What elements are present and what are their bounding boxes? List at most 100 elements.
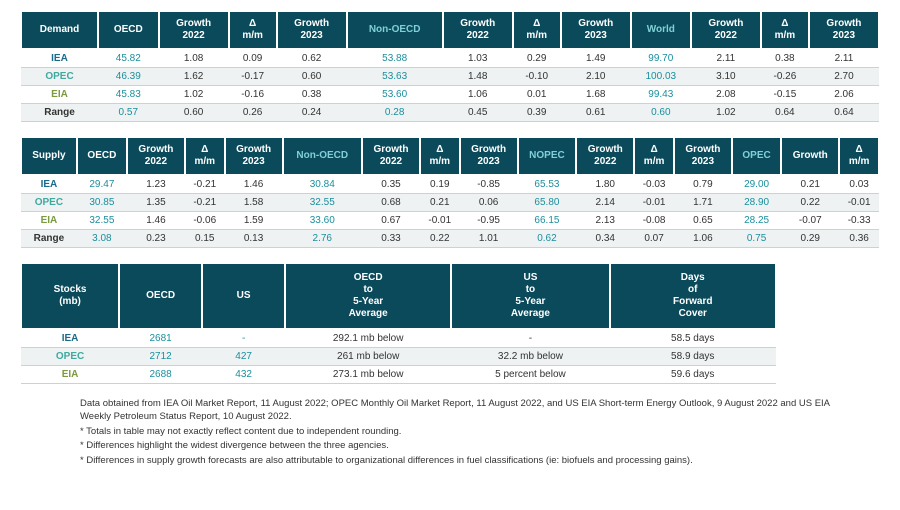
data-cell: 1.68 (561, 86, 631, 104)
data-cell: -0.10 (513, 68, 561, 86)
column-header: Δm/m (229, 11, 277, 49)
data-cell: 1.02 (691, 104, 761, 122)
data-cell: 100.03 (631, 68, 691, 86)
data-cell: 53.88 (347, 49, 443, 68)
column-header: Δm/m (761, 11, 809, 49)
data-cell: 0.65 (674, 212, 732, 230)
table-row: EIA32.551.46-0.061.5933.600.67-0.01-0.95… (21, 212, 879, 230)
data-cell: 1.49 (561, 49, 631, 68)
data-cell: -0.06 (185, 212, 225, 230)
column-header: OECDto5-YearAverage (285, 263, 451, 329)
data-cell: 0.07 (634, 230, 674, 248)
data-cell: 30.85 (77, 194, 127, 212)
data-cell: 0.15 (185, 230, 225, 248)
data-cell: 0.19 (420, 175, 460, 194)
data-cell: 28.25 (732, 212, 781, 230)
row-label: EIA (21, 86, 98, 104)
data-cell: 0.22 (781, 194, 839, 212)
data-cell: 0.29 (781, 230, 839, 248)
data-cell: 0.62 (277, 49, 347, 68)
table-row: EIA45.831.02-0.160.3853.601.060.011.6899… (21, 86, 879, 104)
row-label: EIA (21, 212, 77, 230)
data-cell: 0.09 (229, 49, 277, 68)
table-row: OPEC2712427261 mb below32.2 mb below58.9… (21, 348, 776, 366)
data-cell: -0.33 (839, 212, 879, 230)
row-label: OPEC (21, 348, 119, 366)
footnote-3: * Differences in supply growth forecasts… (80, 455, 860, 468)
table-row: IEA45.821.080.090.6253.881.030.291.4999.… (21, 49, 879, 68)
data-cell: 2681 (119, 329, 202, 348)
footnote-1: * Totals in table may not exactly reflec… (80, 426, 860, 439)
data-cell: 2.76 (283, 230, 362, 248)
data-cell: 2.11 (691, 49, 761, 68)
data-cell: 65.80 (518, 194, 577, 212)
column-header: Supply (21, 137, 77, 175)
table-row: OPEC30.851.35-0.211.5832.550.680.210.066… (21, 194, 879, 212)
data-cell: 53.60 (347, 86, 443, 104)
data-cell: 59.6 days (610, 366, 776, 384)
footnote-2: * Differences highlight the widest diver… (80, 440, 860, 453)
data-cell: 0.35 (362, 175, 420, 194)
data-cell: 292.1 mb below (285, 329, 451, 348)
data-cell: 0.64 (761, 104, 809, 122)
row-label: Range (21, 104, 98, 122)
column-header: Growth2022 (691, 11, 761, 49)
column-header: Δm/m (420, 137, 460, 175)
column-header: US (202, 263, 285, 329)
data-cell: 53.63 (347, 68, 443, 86)
data-cell: -0.21 (185, 175, 225, 194)
column-header: Demand (21, 11, 98, 49)
data-cell: 0.06 (460, 194, 518, 212)
data-cell: 0.28 (347, 104, 443, 122)
data-cell: -0.21 (185, 194, 225, 212)
data-cell: -0.17 (229, 68, 277, 86)
column-header: OECD (77, 137, 127, 175)
column-header: OECD (98, 11, 159, 49)
column-header: Stocks(mb) (21, 263, 119, 329)
data-cell: 32.55 (283, 194, 362, 212)
stocks-header-row: Stocks(mb)OECDUSOECDto5-YearAverageUSto5… (21, 263, 776, 329)
data-cell: 1.46 (225, 175, 283, 194)
table-row: Range3.080.230.150.132.760.330.221.010.6… (21, 230, 879, 248)
data-cell: 29.00 (732, 175, 781, 194)
data-cell: 2.06 (809, 86, 879, 104)
column-header: Growth2023 (277, 11, 347, 49)
data-cell: 45.82 (98, 49, 159, 68)
data-cell: 32.2 mb below (451, 348, 610, 366)
data-cell: -0.01 (839, 194, 879, 212)
column-header: OPEC (732, 137, 781, 175)
data-cell: -0.15 (761, 86, 809, 104)
data-cell: 0.38 (761, 49, 809, 68)
supply-table: SupplyOECDGrowth2022Δm/mGrowth2023Non-OE… (20, 136, 880, 248)
table-row: EIA2688432273.1 mb below5 percent below5… (21, 366, 776, 384)
data-cell: 30.84 (283, 175, 362, 194)
data-cell: 0.34 (576, 230, 634, 248)
data-cell: 5 percent below (451, 366, 610, 384)
column-header: Growth2022 (576, 137, 634, 175)
row-label: IEA (21, 175, 77, 194)
column-header: Growth2023 (460, 137, 518, 175)
data-cell: 0.61 (561, 104, 631, 122)
data-cell: -0.01 (420, 212, 460, 230)
data-cell: 2.13 (576, 212, 634, 230)
data-cell: 2712 (119, 348, 202, 366)
data-cell: 2.14 (576, 194, 634, 212)
column-header: Non-OECD (347, 11, 443, 49)
column-header: Growth2022 (362, 137, 420, 175)
data-cell: 0.64 (809, 104, 879, 122)
data-cell: 32.55 (77, 212, 127, 230)
demand-header-row: DemandOECDGrowth2022Δm/mGrowth2023Non-OE… (21, 11, 879, 49)
column-header: Growth2023 (674, 137, 732, 175)
data-cell: -0.26 (761, 68, 809, 86)
column-header: Δm/m (513, 11, 561, 49)
row-label: OPEC (21, 68, 98, 86)
data-cell: 0.57 (98, 104, 159, 122)
demand-table: DemandOECDGrowth2022Δm/mGrowth2023Non-OE… (20, 10, 880, 122)
column-header: Non-OECD (283, 137, 362, 175)
supply-header-row: SupplyOECDGrowth2022Δm/mGrowth2023Non-OE… (21, 137, 879, 175)
data-cell: -0.16 (229, 86, 277, 104)
data-cell: 33.60 (283, 212, 362, 230)
data-cell: -0.95 (460, 212, 518, 230)
data-cell: 0.67 (362, 212, 420, 230)
data-cell: -0.07 (781, 212, 839, 230)
